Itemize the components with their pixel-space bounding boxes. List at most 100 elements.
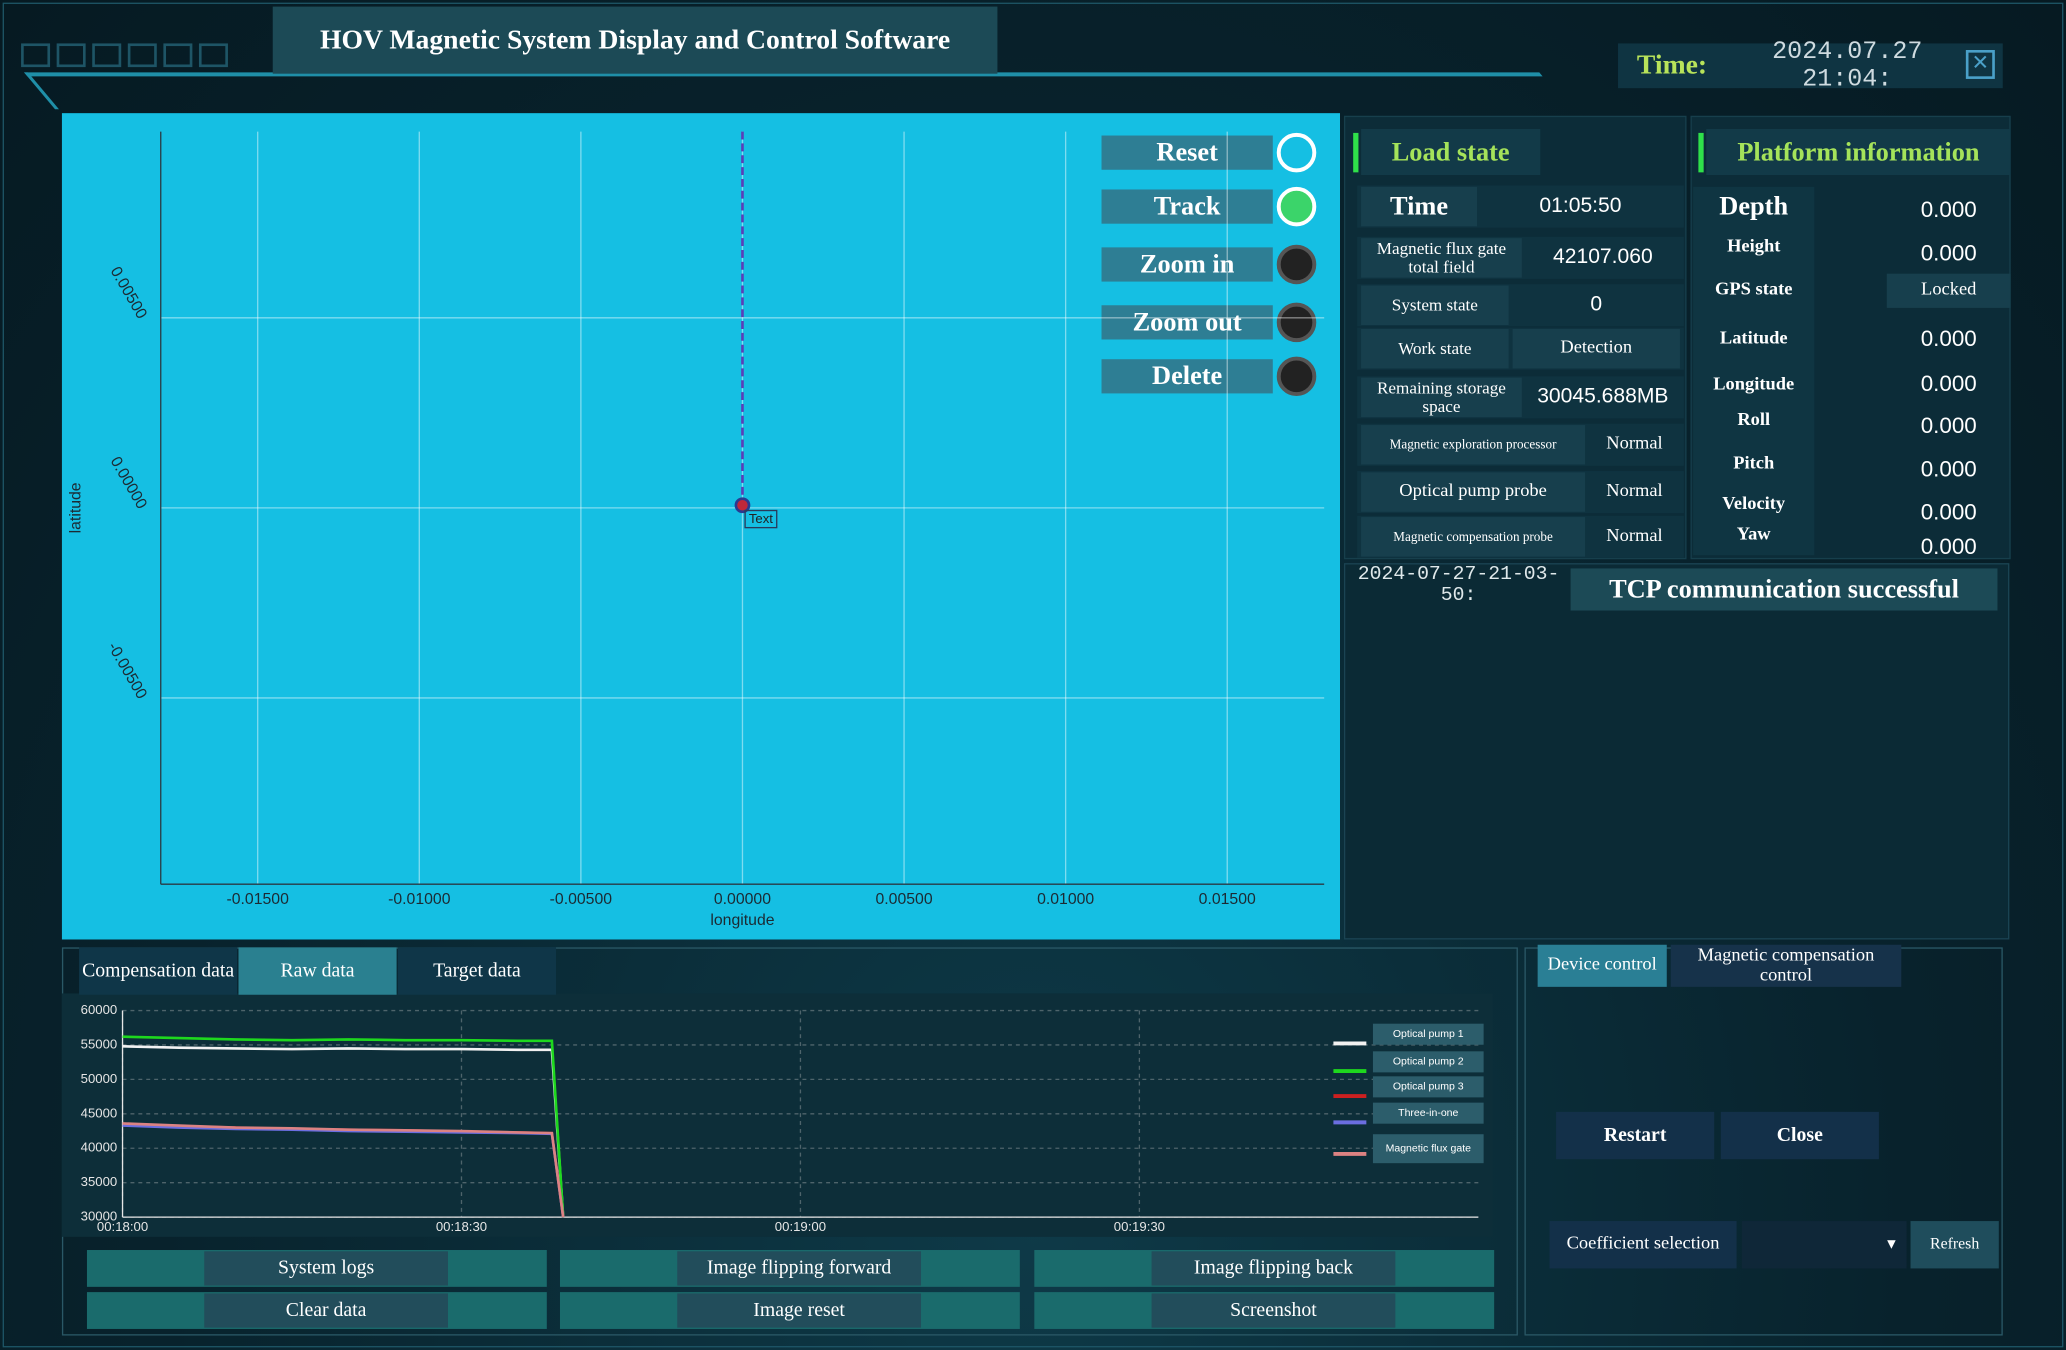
time-box — [1618, 43, 2003, 89]
data-line — [122, 1122, 565, 1218]
data-line — [122, 1124, 565, 1218]
map-control-button[interactable]: Reset — [1101, 135, 1273, 170]
panel-title-bar — [1353, 132, 1359, 173]
platform-label: Yaw — [1736, 525, 1771, 546]
platform-label: Height — [1727, 237, 1781, 257]
y-tick-label: 35000 — [81, 1174, 118, 1189]
legend-label: Three-in-one — [1398, 1107, 1458, 1119]
platform-value: Locked — [1886, 273, 2011, 308]
platform-label: Longitude — [1713, 375, 1795, 396]
load-value: Normal — [1606, 434, 1663, 455]
data-tab[interactable]: Target data — [397, 947, 557, 995]
y-tick-label: -0.00500 — [104, 640, 150, 703]
action-button[interactable]: System logs — [204, 1251, 448, 1286]
load-value: Detection — [1512, 328, 1680, 369]
device-button[interactable]: Restart — [1556, 1111, 1715, 1160]
load-label: Magnetic exploration processor — [1361, 425, 1586, 465]
data-line — [122, 1045, 565, 1218]
data-line — [122, 1122, 565, 1218]
legend-box — [1372, 1076, 1484, 1098]
map-control-icon[interactable] — [1276, 356, 1317, 397]
coefficient-dropdown[interactable]: ▼ — [1741, 1221, 1907, 1269]
legend-box — [1372, 1134, 1484, 1164]
x-tick-label: 00:19:30 — [1114, 1219, 1165, 1234]
header-square — [198, 43, 228, 68]
refresh-button[interactable]: Refresh — [1910, 1221, 1999, 1269]
map-control-icon[interactable] — [1276, 186, 1317, 227]
platform-label: GPS state — [1715, 280, 1793, 301]
map-control-icon[interactable] — [1276, 132, 1317, 173]
data-line — [122, 1035, 565, 1218]
panel-title: Platform information — [1706, 128, 2011, 176]
log-message: TCP communication successful — [1570, 568, 1998, 611]
y-tick-label: 55000 — [81, 1036, 118, 1051]
coefficient-label: Coefficient selection — [1549, 1221, 1737, 1269]
y-tick-label: 0.00500 — [107, 264, 150, 322]
x-tick-label: 00:18:30 — [436, 1219, 487, 1234]
legend-box — [1372, 1023, 1484, 1045]
map-control-button[interactable]: Zoom in — [1101, 247, 1273, 282]
control-tab[interactable]: Device control — [1537, 944, 1667, 987]
load-value: Normal — [1606, 481, 1663, 502]
load-label: Magnetic flux gate total field — [1361, 238, 1522, 278]
x-tick-label: 00:18:00 — [97, 1219, 148, 1234]
platform-value: 0.000 — [1920, 412, 1977, 438]
map-control-button[interactable]: Zoom out — [1101, 305, 1273, 340]
y-tick-label: 30000 — [81, 1209, 118, 1224]
load-value: 0 — [1590, 293, 1603, 317]
app-title: HOV Magnetic System Display and Control … — [272, 6, 998, 74]
panel-title-bar — [1698, 132, 1704, 173]
legend-label: Magnetic flux gate — [1386, 1142, 1472, 1154]
platform-label: Depth — [1719, 192, 1789, 222]
header-square — [92, 43, 122, 68]
data-tab[interactable]: Raw data — [238, 947, 397, 995]
x-tick-label: -0.00500 — [550, 891, 613, 908]
y-tick-label: 0.00000 — [107, 454, 150, 512]
action-button[interactable]: Clear data — [204, 1293, 448, 1328]
action-button[interactable]: Image flipping forward — [677, 1251, 922, 1286]
load-value: 42107.060 — [1553, 246, 1653, 269]
x-tick-label: -0.01000 — [388, 891, 451, 908]
platform-value: 0.000 — [1920, 196, 1977, 222]
platform-value: 0.000 — [1920, 533, 1977, 559]
action-button[interactable]: Screenshot — [1151, 1293, 1396, 1328]
legend-label: Optical pump 1 — [1393, 1028, 1464, 1040]
x-tick-label: 00:19:00 — [775, 1219, 826, 1234]
header-square — [56, 43, 86, 68]
platform-value: 0.000 — [1920, 325, 1977, 351]
load-value: 01:05:50 — [1539, 195, 1622, 218]
platform-label: Pitch — [1733, 454, 1775, 475]
platform-value: 0.000 — [1920, 370, 1977, 396]
x-tick-label: 0.01000 — [1037, 891, 1094, 908]
action-button[interactable]: Image reset — [677, 1293, 922, 1328]
x-tick-label: 0.00000 — [714, 891, 771, 908]
map-control-icon[interactable] — [1276, 244, 1317, 285]
x-axis-label: longitude — [710, 912, 774, 929]
load-label: Time — [1361, 186, 1478, 227]
panel-title: Load state — [1361, 128, 1541, 176]
legend-label: Optical pump 2 — [1393, 1056, 1464, 1068]
legend-label: Optical pump 3 — [1393, 1081, 1464, 1093]
close-button[interactable]: ✕ — [1965, 50, 1995, 79]
device-button[interactable]: Close — [1720, 1111, 1879, 1160]
y-tick-label: 60000 — [81, 1002, 118, 1017]
legend-box — [1372, 1051, 1484, 1073]
action-button[interactable]: Image flipping back — [1151, 1251, 1396, 1286]
y-tick-label: 50000 — [81, 1071, 118, 1086]
control-tab[interactable]: Magnetic compensation control — [1670, 944, 1902, 987]
map-control-icon[interactable] — [1276, 302, 1317, 343]
legend-box — [1372, 1102, 1484, 1124]
platform-label: Latitude — [1719, 329, 1788, 350]
load-label: Optical pump probe — [1361, 472, 1586, 512]
map-control-button[interactable]: Track — [1101, 189, 1273, 224]
load-label: System state — [1361, 285, 1509, 326]
header-square — [163, 43, 193, 68]
y-tick-label: 40000 — [81, 1140, 118, 1155]
y-tick-label: 45000 — [81, 1105, 118, 1120]
data-tab[interactable]: Compensation data — [79, 947, 238, 995]
load-value: 30045.688MB — [1537, 385, 1669, 409]
map-control-button[interactable]: Delete — [1101, 359, 1273, 394]
